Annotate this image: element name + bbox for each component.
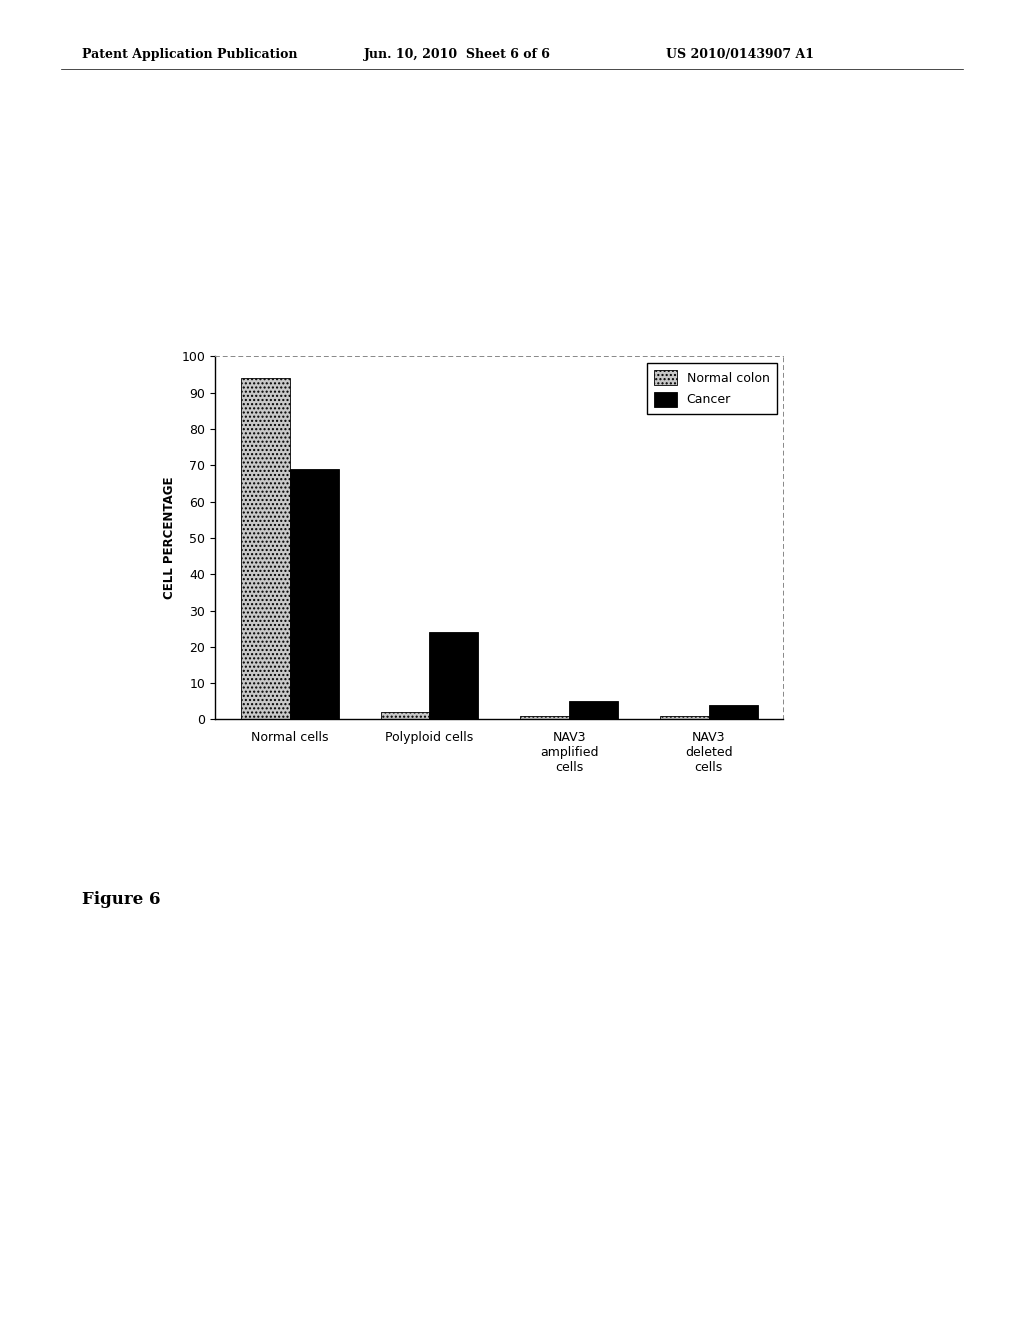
Text: Patent Application Publication: Patent Application Publication (82, 48, 297, 61)
Legend: Normal colon, Cancer: Normal colon, Cancer (647, 363, 777, 414)
Text: US 2010/0143907 A1: US 2010/0143907 A1 (666, 48, 814, 61)
Bar (520, 715, 569, 719)
Bar (381, 713, 429, 719)
Bar (429, 632, 478, 719)
Bar (569, 701, 617, 719)
Bar (290, 469, 339, 719)
Bar (659, 715, 709, 719)
Bar (241, 379, 290, 719)
Y-axis label: CELL PERCENTAGE: CELL PERCENTAGE (163, 477, 176, 599)
Text: Figure 6: Figure 6 (82, 891, 161, 908)
Text: Jun. 10, 2010  Sheet 6 of 6: Jun. 10, 2010 Sheet 6 of 6 (364, 48, 550, 61)
Bar (709, 705, 758, 719)
